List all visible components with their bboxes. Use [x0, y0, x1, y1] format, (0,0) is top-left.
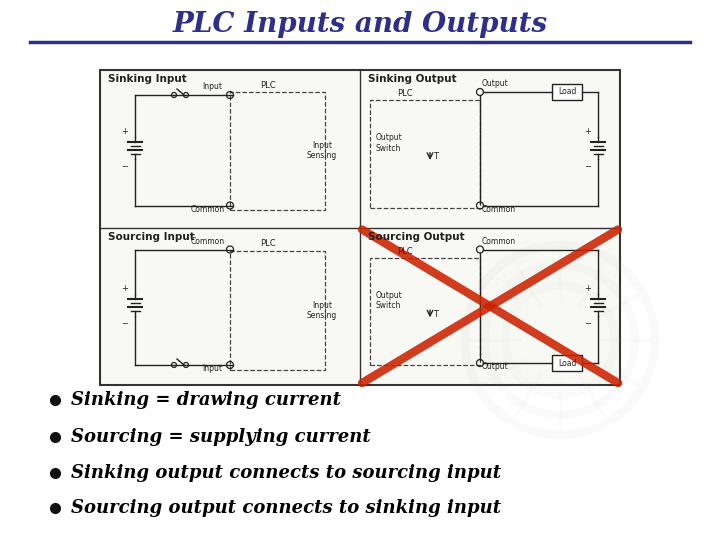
Text: −: −: [585, 319, 592, 328]
Bar: [552, 84, 582, 100]
Text: PLC Inputs and Outputs: PLC Inputs and Outputs: [172, 11, 548, 38]
Text: +: +: [122, 127, 128, 136]
Text: Common: Common: [482, 205, 516, 213]
Text: −: −: [585, 162, 592, 171]
Text: Load: Load: [558, 359, 576, 368]
Bar: [100, 70, 620, 385]
Text: T: T: [433, 310, 438, 319]
Text: PLC: PLC: [397, 89, 413, 98]
Text: Sinking Output: Sinking Output: [368, 74, 456, 84]
Text: Sourcing Input: Sourcing Input: [108, 232, 194, 241]
Text: −: −: [122, 162, 128, 171]
Text: Input: Input: [202, 82, 222, 91]
Text: PLC: PLC: [397, 246, 413, 255]
Text: Sourcing = supplying current: Sourcing = supplying current: [71, 428, 371, 446]
Text: PLC: PLC: [260, 240, 276, 248]
Text: Common: Common: [482, 237, 516, 246]
Text: Sourcing output connects to sinking input: Sourcing output connects to sinking inpu…: [71, 499, 501, 517]
Text: Sinking = drawing current: Sinking = drawing current: [71, 391, 341, 409]
Text: Sourcing Output: Sourcing Output: [368, 232, 464, 241]
Bar: [370, 258, 480, 365]
Text: Common: Common: [191, 205, 225, 213]
Text: Load: Load: [558, 87, 576, 97]
Text: Output: Output: [482, 362, 509, 371]
Text: −: −: [122, 319, 128, 328]
Text: +: +: [585, 284, 591, 293]
Text: Sinking Input: Sinking Input: [108, 74, 186, 84]
Bar: [230, 251, 325, 370]
Text: Output
Switch: Output Switch: [376, 291, 402, 310]
Text: Sinking output connects to sourcing input: Sinking output connects to sourcing inpu…: [71, 464, 501, 482]
Text: T: T: [433, 152, 438, 161]
Text: Output: Output: [482, 79, 509, 88]
Text: Output
Switch: Output Switch: [376, 133, 402, 153]
Bar: [370, 100, 480, 207]
Text: +: +: [585, 127, 591, 136]
Text: Input
Sensing: Input Sensing: [307, 301, 337, 320]
Text: Common: Common: [191, 237, 225, 246]
Bar: [552, 355, 582, 371]
Text: Input
Sensing: Input Sensing: [307, 141, 337, 160]
Text: +: +: [122, 284, 128, 293]
Text: Input: Input: [202, 364, 222, 373]
Text: PLC: PLC: [260, 81, 276, 90]
Bar: [230, 92, 325, 210]
